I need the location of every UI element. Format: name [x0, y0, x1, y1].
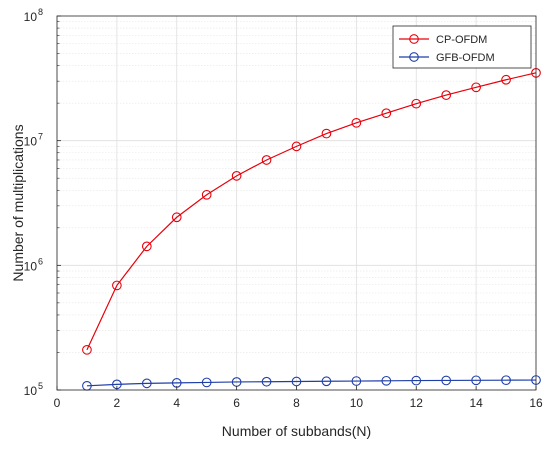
- legend: CP-OFDM GFB-OFDM: [392, 25, 532, 69]
- data-point: [471, 375, 481, 386]
- x-tick-label: 0: [54, 396, 61, 410]
- data-point: [141, 241, 152, 252]
- data-point: [441, 375, 452, 386]
- data-point: [171, 212, 182, 223]
- legend-label: GFB-OFDM: [436, 52, 495, 64]
- data-point: [141, 378, 152, 389]
- grid-layer: [56, 16, 537, 391]
- x-tick-label: 2: [114, 396, 121, 410]
- y-tick-exponent: 8: [38, 7, 43, 17]
- y-tick-label: 10: [24, 384, 38, 398]
- data-point: [441, 90, 452, 100]
- x-tick-label: 4: [173, 396, 180, 410]
- legend-marker: [409, 34, 419, 44]
- x-axis-label: Number of subbands(N): [222, 423, 371, 439]
- data-point: [411, 98, 422, 109]
- data-point: [201, 189, 212, 200]
- legend-label: CP-OFDM: [436, 34, 487, 46]
- data-point: [381, 375, 392, 386]
- series-layer: [82, 67, 541, 391]
- x-tick-label: 12: [410, 396, 424, 410]
- x-tick-label: 16: [529, 396, 543, 410]
- y-tick-label: 10: [24, 10, 38, 24]
- data-point: [501, 375, 511, 386]
- y-axis-label: Number of multiplications: [10, 124, 26, 281]
- y-tick-label: 10: [24, 135, 38, 149]
- data-point: [291, 376, 302, 387]
- data-point: [261, 155, 272, 165]
- data-point: [82, 344, 92, 355]
- data-point: [471, 82, 481, 93]
- y-tick-exponent: 5: [38, 381, 43, 391]
- x-tick-label: 10: [350, 396, 364, 410]
- data-point: [112, 280, 122, 291]
- data-point: [261, 376, 272, 387]
- data-point: [321, 128, 332, 139]
- x-tick-label: 6: [233, 396, 240, 410]
- data-point: [351, 117, 362, 128]
- x-tick-label: 14: [469, 396, 483, 410]
- y-tick-exponent: 7: [38, 132, 43, 142]
- data-point: [291, 141, 302, 152]
- y-tick-label: 10: [24, 259, 38, 273]
- data-point: [231, 171, 242, 181]
- x-tick-label: 8: [293, 396, 300, 410]
- data-point: [201, 377, 212, 388]
- data-point: [351, 376, 362, 386]
- series-line: [86, 379, 537, 387]
- data-point: [381, 108, 392, 119]
- data-point: [411, 375, 422, 386]
- legend-marker: [409, 52, 419, 62]
- y-tick-exponent: 6: [38, 256, 43, 266]
- series-line: [86, 72, 537, 351]
- data-point: [501, 74, 511, 85]
- data-point: [321, 376, 332, 387]
